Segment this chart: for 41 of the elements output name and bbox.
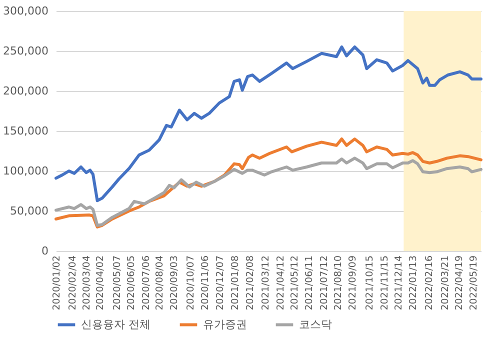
y-tick-label: 50,000 [10, 204, 48, 218]
x-tick-label: 2021/01/08 [230, 256, 242, 310]
x-tick-label: 2022/05/19 [468, 256, 480, 310]
x-tick-label: 2020/07/06 [140, 256, 152, 310]
x-tick-label: 2021/12/14 [393, 256, 404, 310]
x-tick-label: 2021/07/12 [318, 256, 330, 310]
x-tick-label: 2020/05/07 [112, 256, 124, 310]
x-tick-label: 2021/02/08 [245, 256, 256, 310]
x-tick-label: 2021/05/12 [290, 256, 301, 310]
x-tick-label: 2020/02/04 [67, 256, 78, 310]
line-series [54, 46, 482, 202]
y-tick-label: 300,000 [3, 4, 48, 18]
y-tick-label: 100,000 [3, 164, 48, 178]
x-tick-label: 2022/03/21 [440, 256, 452, 310]
x-tick-label: 2021/10/15 [364, 256, 376, 310]
x-tick-label: 2020/09/03 [169, 256, 180, 310]
legend-label: 코스닥 [299, 318, 332, 331]
y-tick-label: 250,000 [3, 44, 48, 58]
x-tick-label: 2022/04/19 [454, 256, 465, 310]
line-series [54, 156, 482, 227]
x-tick-label: 2020/06/05 [126, 256, 137, 310]
x-tick-label: 2020/03/04 [81, 256, 92, 310]
y-tick-label: 0 [42, 244, 48, 258]
x-tick-label: 2021/08/10 [332, 256, 344, 310]
x-tick-label: 2022/02/16 [424, 256, 436, 310]
x-tick-label: 2020/08/04 [154, 256, 166, 310]
x-tick-label: 2020/10/07 [185, 256, 196, 310]
x-tick-label: 2021/04/12 [275, 256, 286, 310]
legend-label: 유가증권 [203, 318, 247, 331]
x-tick-label: 2020/01/02 [52, 256, 62, 310]
x-tick-label: 2021/11/15 [379, 256, 390, 310]
x-tick-label: 2020/12/07 [214, 256, 226, 310]
x-tick-label: 2021/09/09 [347, 256, 358, 310]
x-tick-label: 2021/06/11 [304, 256, 316, 310]
y-tick-label: 200,000 [3, 84, 48, 98]
x-tick-label: 2020/11/06 [200, 256, 211, 310]
legend-label: 신용융자 전체 [81, 318, 150, 331]
x-tick-label: 2022/01/13 [408, 256, 419, 310]
x-tick-label: 2020/04/02 [95, 256, 106, 310]
y-tick-label: 150,000 [3, 124, 48, 138]
x-tick-label: 2021/03/12 [260, 256, 272, 310]
